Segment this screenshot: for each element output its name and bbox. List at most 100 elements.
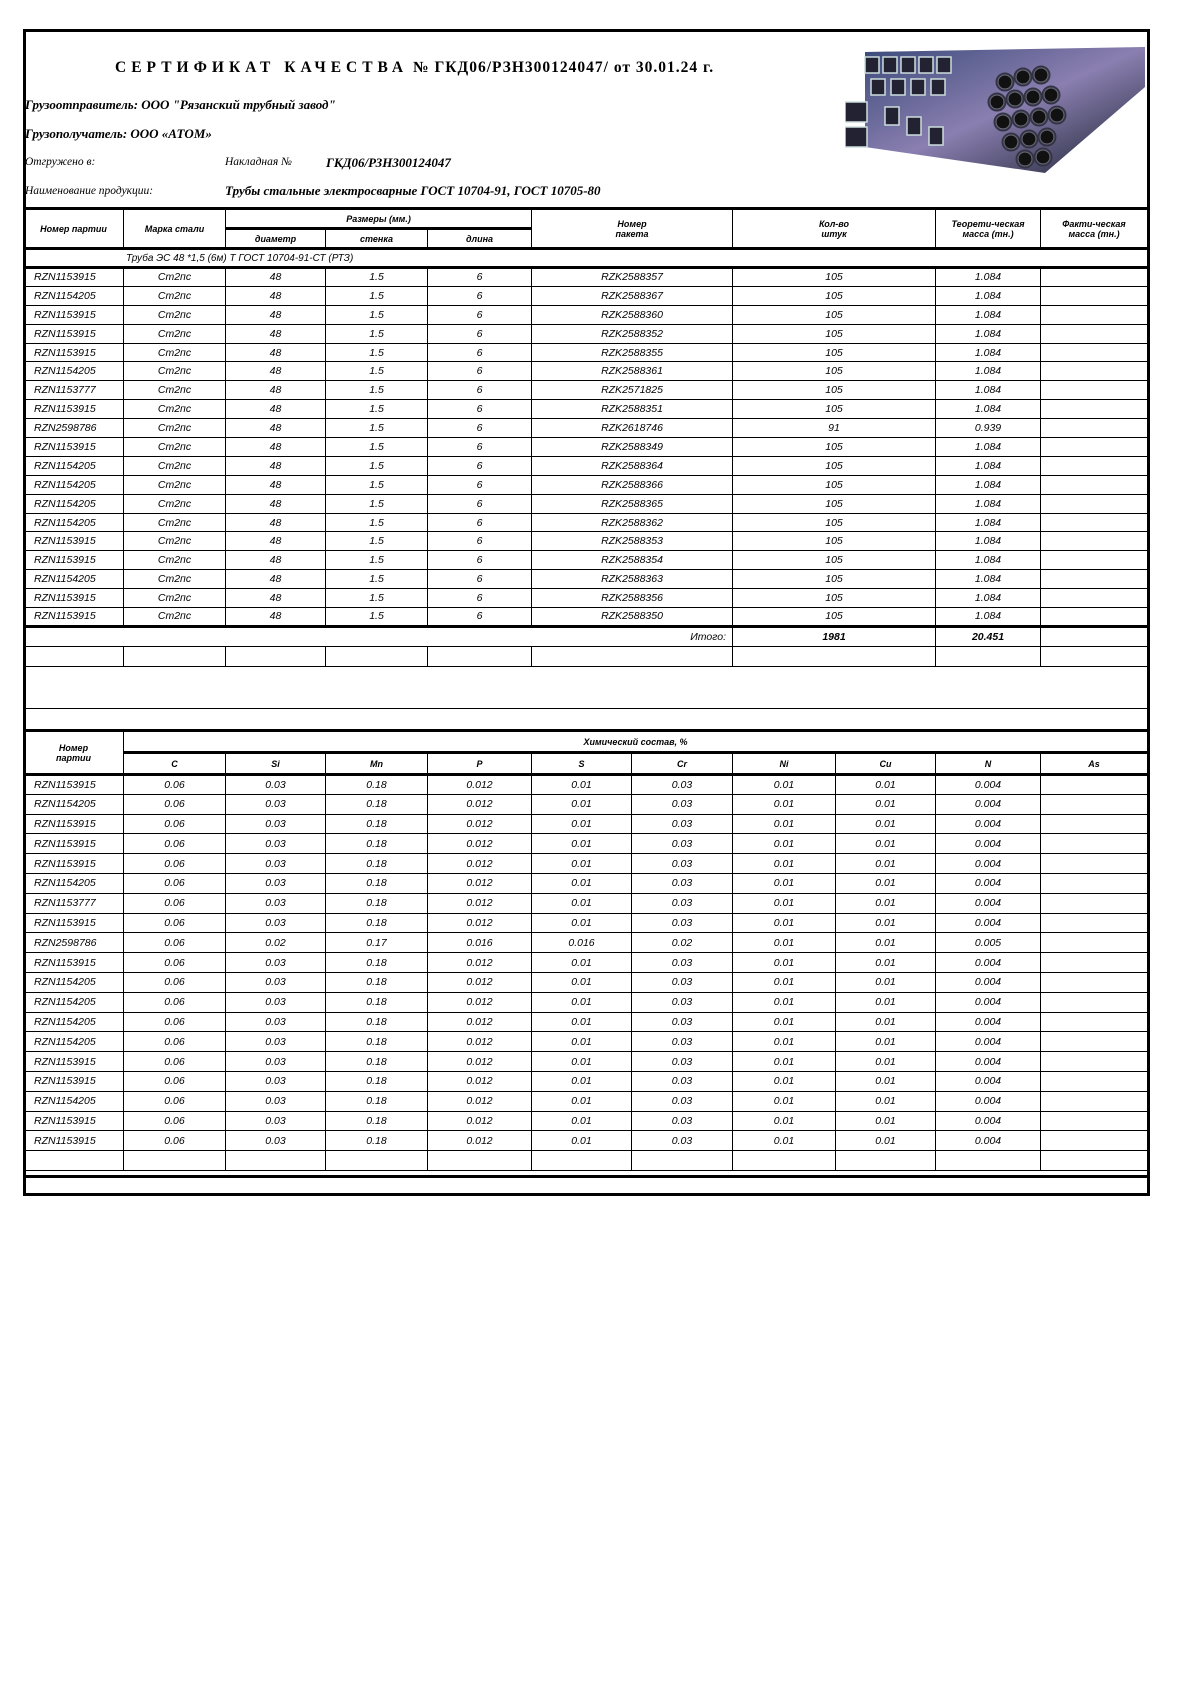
table-cell: [1040, 361, 1149, 382]
table-cell: 0.01: [531, 952, 632, 973]
table-cell: Ст2пс: [123, 437, 226, 457]
table-cell: 0.06: [123, 952, 226, 973]
blank-cell: [531, 1150, 632, 1172]
table-row: RZN1153915 Ст2пс 48 1.5 6 RZK2588353 105 1.084: [23, 531, 1149, 552]
table-cell: 0.03: [225, 1090, 326, 1112]
table-cell: 0.03: [631, 991, 733, 1013]
table-cell: 0.004: [935, 892, 1041, 914]
table-cell: RZN1153915: [23, 266, 124, 287]
table-cell: 1.084: [935, 380, 1042, 401]
table-cell: Ст2пс: [123, 588, 226, 609]
table-cell: 1.5: [325, 512, 428, 533]
table-cell: 0.004: [935, 1090, 1041, 1112]
table-cell: 0.004: [935, 793, 1041, 815]
element-header: Cu: [835, 752, 936, 775]
certificate-title: СЕРТИФИКАТ КАЧЕСТВА № ГКД06/РЗН300124047…: [115, 59, 714, 77]
table-cell: 1.5: [325, 569, 428, 590]
table-cell: [1039, 892, 1149, 914]
table-cell: 0.03: [631, 1130, 733, 1152]
table-cell: RZN1154205: [23, 474, 124, 495]
table-cell: 1.5: [325, 323, 428, 344]
blank-cell: [427, 1150, 532, 1172]
table-cell: Ст2пс: [123, 323, 226, 344]
table-cell: 0.03: [225, 1011, 326, 1033]
table-cell: 48: [225, 512, 326, 533]
table-cell: [1040, 399, 1149, 420]
table-cell: Ст2пс: [123, 550, 226, 571]
table-cell: 0.01: [732, 932, 836, 954]
table-cell: 0.18: [325, 833, 428, 855]
table-cell: Ст2пс: [123, 455, 226, 476]
element-header: S: [531, 752, 632, 775]
header-wall: стенка: [325, 228, 428, 249]
table-cell: 48: [225, 323, 326, 344]
table-cell: 0.01: [835, 912, 936, 934]
table-row: RZN1153915 Ст2пс 48 1.5 6 RZK2588355 105 1.084: [23, 342, 1149, 363]
table-cell: 0.012: [427, 912, 532, 934]
table-row: RZN1153915 Ст2пс 48 1.5 6 RZK2588354 105 1.084: [23, 550, 1149, 571]
table-cell: RZN1153915: [23, 813, 124, 835]
table-cell: 0.18: [325, 991, 428, 1013]
table-cell: 0.18: [325, 793, 428, 815]
table-cell: 105: [732, 323, 937, 344]
table-cell: 1.084: [935, 455, 1042, 476]
table-cell: 0.03: [225, 1070, 326, 1092]
table-cell: 48: [225, 455, 326, 476]
table-row: RZN1154205 Ст2пс 48 1.5 6 RZK2588361 105 1.084: [23, 361, 1149, 382]
table-cell: 1.084: [935, 361, 1042, 382]
table-cell: 0.012: [427, 1070, 532, 1092]
table-cell: RZK2588354: [531, 550, 734, 571]
table-cell: 1.5: [325, 474, 428, 495]
blank-cell: [123, 645, 226, 667]
table-cell: [1040, 380, 1149, 401]
table-cell: 0.06: [123, 1051, 226, 1072]
table-cell: [1040, 323, 1149, 344]
blank-cell: [426, 645, 533, 667]
product-name: Трубы стальные электросварные ГОСТ 10704…: [225, 183, 601, 198]
table-cell: 0.18: [325, 853, 428, 874]
table-cell: RZN1153777: [23, 892, 124, 914]
table-cell: 0.01: [732, 892, 836, 914]
table-cell: 0.03: [225, 991, 326, 1013]
table-cell: 0.03: [631, 813, 733, 835]
table-cell: 0.012: [427, 1011, 532, 1033]
element-header: Cr: [631, 752, 733, 775]
table-row: RZN1153915 0.06 0.03 0.18 0.012 0.01 0.03 0.01 0…: [23, 853, 1149, 874]
table-cell: 0.06: [123, 1031, 226, 1053]
element-header: As: [1039, 752, 1149, 775]
table-cell: 0.01: [835, 813, 936, 835]
table-cell: 1.5: [325, 342, 428, 363]
bottom-divider: [23, 1175, 1147, 1178]
table-cell: 0.01: [732, 1090, 836, 1112]
table-row: RZN1153915 0.06 0.03 0.18 0.012 0.01 0.03 0.01 0…: [23, 1110, 1149, 1132]
table-cell: 0.03: [631, 1090, 733, 1112]
table-cell: 0.01: [531, 1090, 632, 1112]
element-header: Ni: [732, 752, 836, 775]
table-cell: 0.18: [325, 892, 428, 914]
table-row: RZN1154205 0.06 0.03 0.18 0.012 0.01 0.03 0.01 0…: [23, 991, 1149, 1013]
table-cell: [1039, 793, 1149, 815]
table-cell: 105: [732, 550, 937, 571]
table-cell: 1.084: [935, 607, 1042, 627]
table-cell: 0.012: [427, 773, 532, 795]
blank-cell: [631, 1150, 733, 1172]
table-cell: 0.005: [935, 932, 1041, 954]
table-cell: [1040, 531, 1149, 552]
table-cell: 105: [732, 569, 937, 590]
table-cell: [1040, 493, 1149, 514]
spacer-cell: [22, 665, 1149, 709]
table-cell: 0.01: [732, 952, 836, 973]
table-cell: 6: [426, 512, 533, 533]
table-cell: 0.01: [732, 912, 836, 934]
table-cell: 6: [426, 437, 533, 457]
table-cell: RZK2588362: [531, 512, 734, 533]
table-cell: 0.01: [732, 1051, 836, 1072]
table-cell: 0.01: [531, 991, 632, 1013]
table-cell: 0.01: [835, 872, 936, 894]
table-row: RZN1153915 Ст2пс 48 1.5 6 RZK2588356 105 1.084: [23, 588, 1149, 609]
product-group-label: Труба ЭС 48 *1,5 (6м) Т ГОСТ 10704-91-СТ…: [22, 247, 1149, 268]
table-cell: 0.03: [631, 912, 733, 934]
table-cell: 6: [426, 550, 533, 571]
blank-cell: [1040, 645, 1149, 667]
table-cell: 0.03: [225, 872, 326, 894]
